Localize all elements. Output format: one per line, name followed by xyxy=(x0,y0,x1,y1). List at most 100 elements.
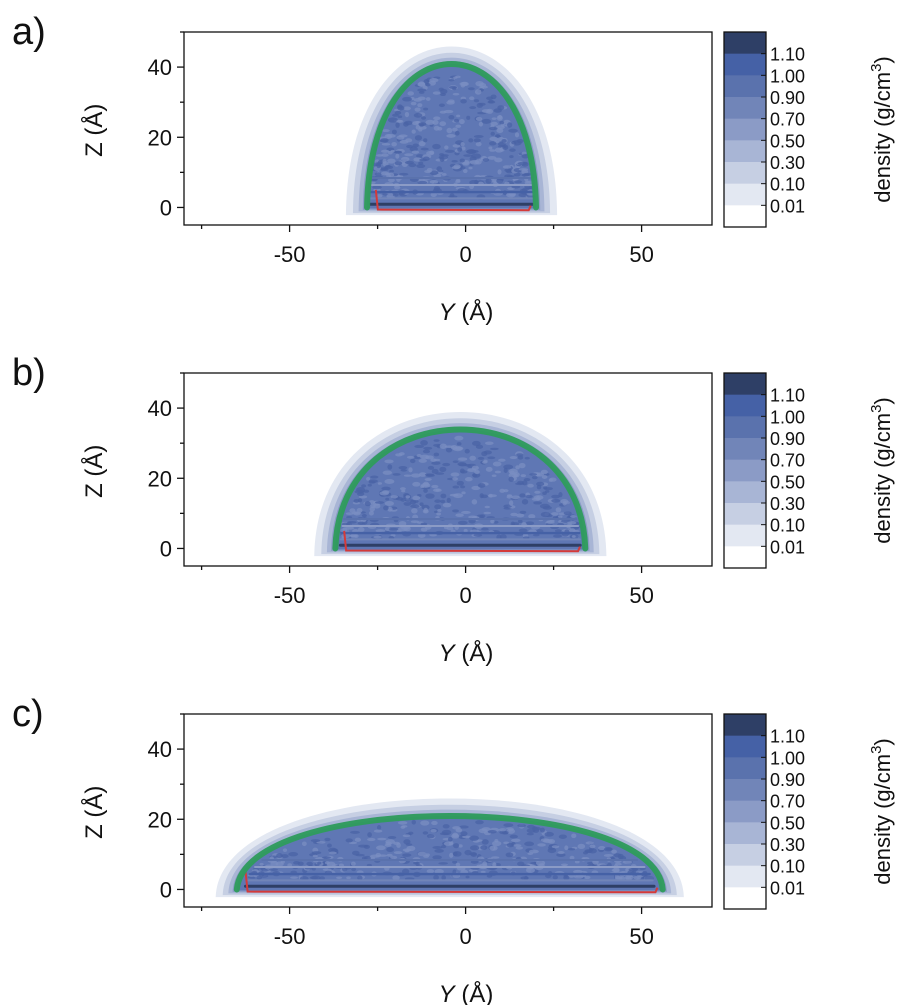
x-axis: -50 0 50 Y (Å) xyxy=(200,566,654,667)
x-tick-label: 0 xyxy=(459,583,471,608)
colorbar-swatch xyxy=(724,757,766,780)
interface-contour xyxy=(374,189,532,212)
colorbar: 1.101.000.900.700.500.300.100.01 density … xyxy=(723,372,895,569)
colorbar: 1.101.000.900.700.500.300.100.01 density … xyxy=(723,31,895,228)
colorbar-swatch xyxy=(724,844,766,867)
colorbar-level-label: 0.01 xyxy=(770,878,805,898)
colorbar-level-label: 1.10 xyxy=(770,727,805,747)
colorbar-swatch xyxy=(724,118,766,141)
x-tick-label: -50 xyxy=(274,583,306,608)
colorbar-level-label: 0.01 xyxy=(770,196,805,216)
colorbar-swatch xyxy=(724,53,766,76)
colorbar-swatch xyxy=(724,779,766,802)
colorbar-level-label: 1.00 xyxy=(770,66,805,86)
colorbar-level-label: 1.00 xyxy=(770,407,805,427)
colorbar-level-label: 0.50 xyxy=(770,131,805,151)
colorbar-level-label: 0.30 xyxy=(770,835,805,855)
x-tick-label: 50 xyxy=(629,924,653,949)
x-axis-label: Y (Å) xyxy=(439,639,494,667)
colorbar-label: density (g/cm3) xyxy=(868,56,895,203)
colorbar-frame xyxy=(723,372,767,569)
colorbar-level-label: 0.90 xyxy=(770,770,805,790)
y-axis: 0 20 40 Z (Å) xyxy=(80,713,184,902)
plot-area xyxy=(314,411,607,557)
x-tick-label: 0 xyxy=(459,924,471,949)
colorbar-level-label: 1.00 xyxy=(770,748,805,768)
colorbar-swatch xyxy=(724,546,766,569)
colorbar-swatch xyxy=(724,735,766,758)
colorbar-level-label: 0.50 xyxy=(770,472,805,492)
colorbar-swatch xyxy=(724,524,766,547)
y-tick-label: 40 xyxy=(148,737,172,762)
colorbar-level-label: 0.30 xyxy=(770,153,805,173)
interface-contour xyxy=(343,530,581,553)
x-axis: -50 0 50 Y (Å) xyxy=(200,907,654,1005)
x-tick-label: 50 xyxy=(629,583,653,608)
colorbar-level-label: 0.70 xyxy=(770,110,805,130)
y-axis: 0 20 40 Z (Å) xyxy=(80,31,184,220)
y-axis-label: Z (Å) xyxy=(80,786,108,839)
x-tick-label: -50 xyxy=(274,242,306,267)
x-tick-label: 50 xyxy=(629,242,653,267)
colorbar-swatch xyxy=(724,481,766,504)
panel-label: b) xyxy=(12,352,46,394)
colorbar-level-label: 0.10 xyxy=(770,516,805,536)
colorbar-swatch xyxy=(724,97,766,120)
colorbar-frame xyxy=(723,31,767,228)
x-tick-label: 0 xyxy=(459,242,471,267)
colorbar-level-label: 0.01 xyxy=(770,537,805,557)
colorbar-level-label: 0.70 xyxy=(770,792,805,812)
panel-a: a) -50 0 50 Y (Å) 0 20 40 Z (Å) 1.101.000.900.700… xyxy=(12,11,895,326)
y-axis-label: Z (Å) xyxy=(80,445,108,498)
x-axis: -50 0 50 Y (Å) xyxy=(200,225,654,326)
y-tick-label: 40 xyxy=(148,396,172,421)
y-tick-label: 20 xyxy=(148,125,172,150)
fit-arc xyxy=(233,813,666,893)
plot-area xyxy=(345,46,558,216)
y-axis-label: Z (Å) xyxy=(80,104,108,157)
colorbar-swatch xyxy=(724,822,766,845)
panel-label: a) xyxy=(12,11,46,53)
colorbar-swatch xyxy=(724,140,766,163)
colorbar-swatch xyxy=(724,887,766,910)
colorbar-level-label: 0.10 xyxy=(770,175,805,195)
x-tick-label: -50 xyxy=(274,924,306,949)
colorbar-label: density (g/cm3) xyxy=(868,397,895,544)
colorbar-level-label: 1.10 xyxy=(770,45,805,65)
y-tick-label: 20 xyxy=(148,466,172,491)
colorbar-level-label: 0.90 xyxy=(770,429,805,449)
colorbar-swatch xyxy=(724,32,766,55)
colorbar-level-label: 1.10 xyxy=(770,386,805,406)
colorbar-swatch xyxy=(724,75,766,98)
fit-arc xyxy=(364,60,539,211)
colorbar-swatch xyxy=(724,438,766,461)
colorbar-swatch xyxy=(724,800,766,823)
interface-contour xyxy=(244,871,659,894)
colorbar-label: density (g/cm3) xyxy=(868,738,895,885)
y-tick-label: 40 xyxy=(148,55,172,80)
substrate-layers xyxy=(338,517,582,547)
substrate-layers xyxy=(368,176,535,206)
panel-label: c) xyxy=(12,693,44,735)
y-tick-label: 0 xyxy=(160,195,172,220)
colorbar-level-label: 0.30 xyxy=(770,494,805,514)
plot-frame xyxy=(183,31,713,226)
colorbar-swatch xyxy=(724,459,766,482)
colorbar-level-label: 0.10 xyxy=(770,857,805,877)
y-tick-label: 0 xyxy=(160,536,172,561)
plot-area xyxy=(215,798,684,898)
y-tick-label: 0 xyxy=(160,877,172,902)
colorbar-swatch xyxy=(724,714,766,737)
colorbar-swatch xyxy=(724,503,766,526)
colorbar-level-label: 0.50 xyxy=(770,813,805,833)
y-tick-label: 20 xyxy=(148,807,172,832)
colorbar-frame xyxy=(723,713,767,910)
x-axis-label: Y (Å) xyxy=(439,298,494,326)
fit-arc xyxy=(332,426,589,552)
substrate-layers xyxy=(244,858,656,888)
panel-b: b) -50 0 50 Y (Å) 0 20 40 Z (Å) 1.101.000.900.700… xyxy=(12,352,895,667)
colorbar-swatch xyxy=(724,162,766,185)
colorbar-swatch xyxy=(724,183,766,206)
